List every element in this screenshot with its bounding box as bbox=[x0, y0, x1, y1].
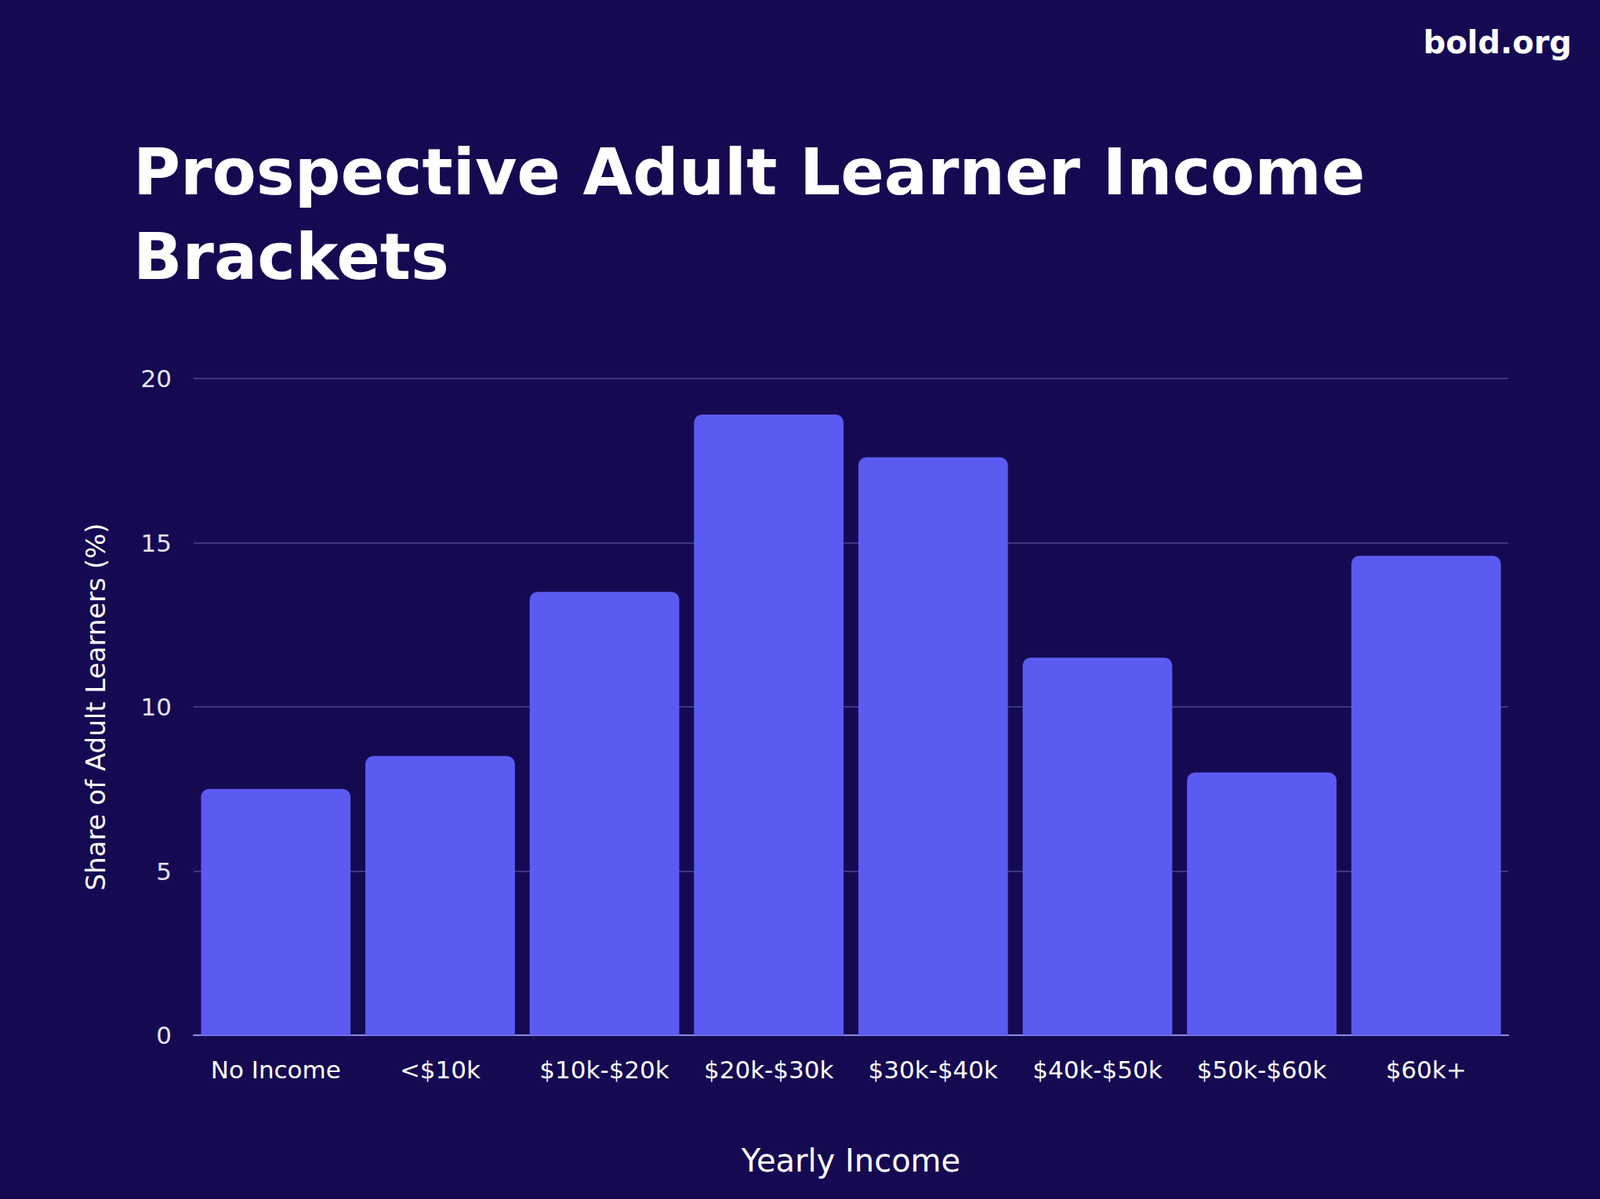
svg-text:$10k-$20k: $10k-$20k bbox=[539, 1055, 669, 1085]
svg-text:<$10k: <$10k bbox=[399, 1055, 481, 1085]
svg-text:Prospective Adult Learner Inco: Prospective Adult Learner Income bbox=[133, 134, 1388, 210]
svg-text:Share of Adult Learners (%): Share of Adult Learners (%) bbox=[79, 522, 112, 891]
svg-text:$50k-$60k: $50k-$60k bbox=[1197, 1055, 1327, 1085]
svg-text:No Income: No Income bbox=[210, 1055, 342, 1085]
svg-text:20: 20 bbox=[141, 364, 172, 393]
svg-text:bold.org: bold.org bbox=[1423, 24, 1573, 61]
svg-text:$60k+: $60k+ bbox=[1385, 1055, 1467, 1085]
svg-text:$20k-$30k: $20k-$30k bbox=[703, 1055, 834, 1085]
svg-text:15: 15 bbox=[141, 529, 172, 558]
svg-text:5: 5 bbox=[156, 857, 172, 886]
svg-text:Brackets: Brackets bbox=[133, 219, 450, 294]
svg-text:$30k-$40k: $30k-$40k bbox=[868, 1055, 998, 1085]
svg-text:0: 0 bbox=[156, 1021, 172, 1050]
svg-text:Yearly Income: Yearly Income bbox=[740, 1142, 961, 1180]
svg-text:10: 10 bbox=[141, 692, 172, 722]
svg-text:$40k-$50k: $40k-$50k bbox=[1032, 1055, 1162, 1085]
